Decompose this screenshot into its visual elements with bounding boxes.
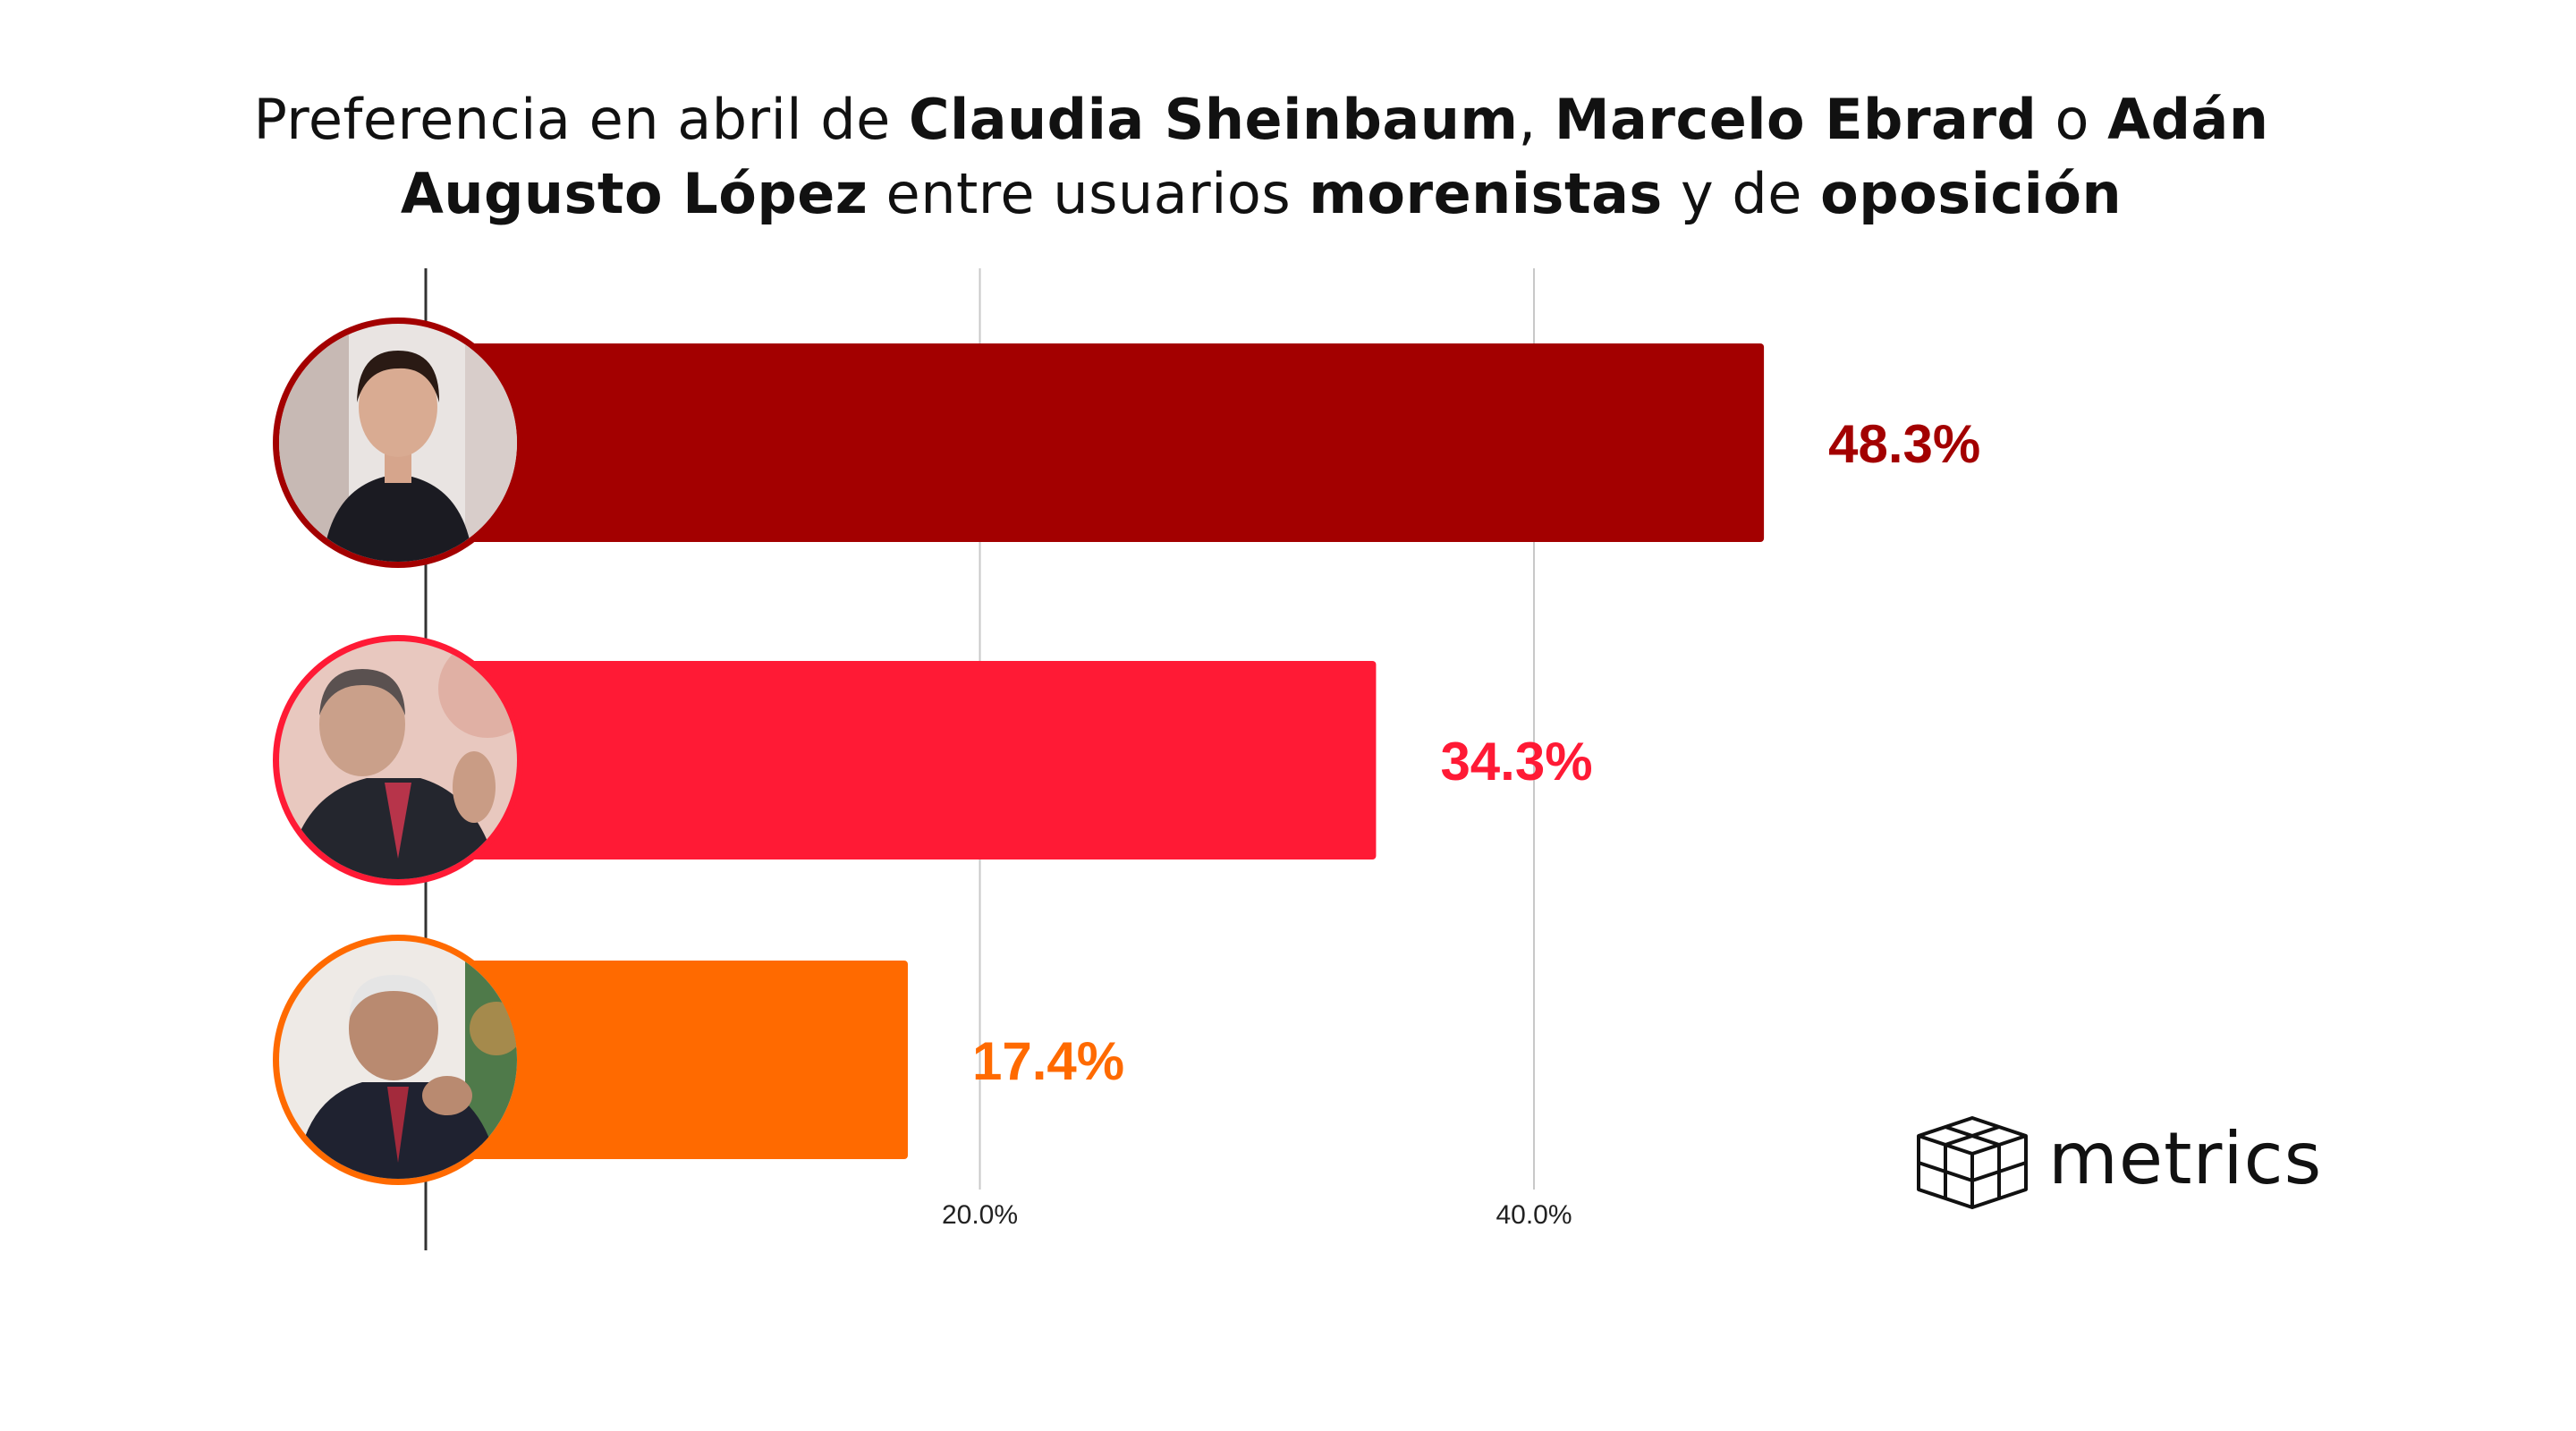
chart-title: Preferencia en abril de Claudia Sheinbau… — [253, 87, 2269, 226]
avatars — [273, 318, 523, 1185]
value-labels: 48.3% 34.3% 17.4% — [972, 414, 1980, 1091]
x-tick-label: 40.0% — [1496, 1200, 1572, 1230]
metrics-logo-text: metrics — [2048, 1117, 2323, 1200]
value-label-3: 17.4% — [972, 1031, 1124, 1091]
metrics-logo: metrics — [1914, 1113, 2361, 1221]
tick-labels: 20.0% 40.0% — [942, 1200, 1572, 1230]
avatar-sheinbaum — [273, 318, 523, 568]
bar-1 — [426, 343, 1765, 542]
avatar-ebrard — [273, 635, 523, 885]
avatar-lopez — [273, 935, 523, 1185]
value-label-1: 48.3% — [1828, 414, 1980, 474]
x-tick-label: 20.0% — [942, 1200, 1018, 1230]
metrics-logo-icon — [1917, 1116, 2028, 1209]
bars — [426, 343, 1765, 1159]
value-label-2: 34.3% — [1440, 732, 1592, 792]
bar-2 — [426, 661, 1377, 859]
bar-3 — [426, 961, 908, 1159]
